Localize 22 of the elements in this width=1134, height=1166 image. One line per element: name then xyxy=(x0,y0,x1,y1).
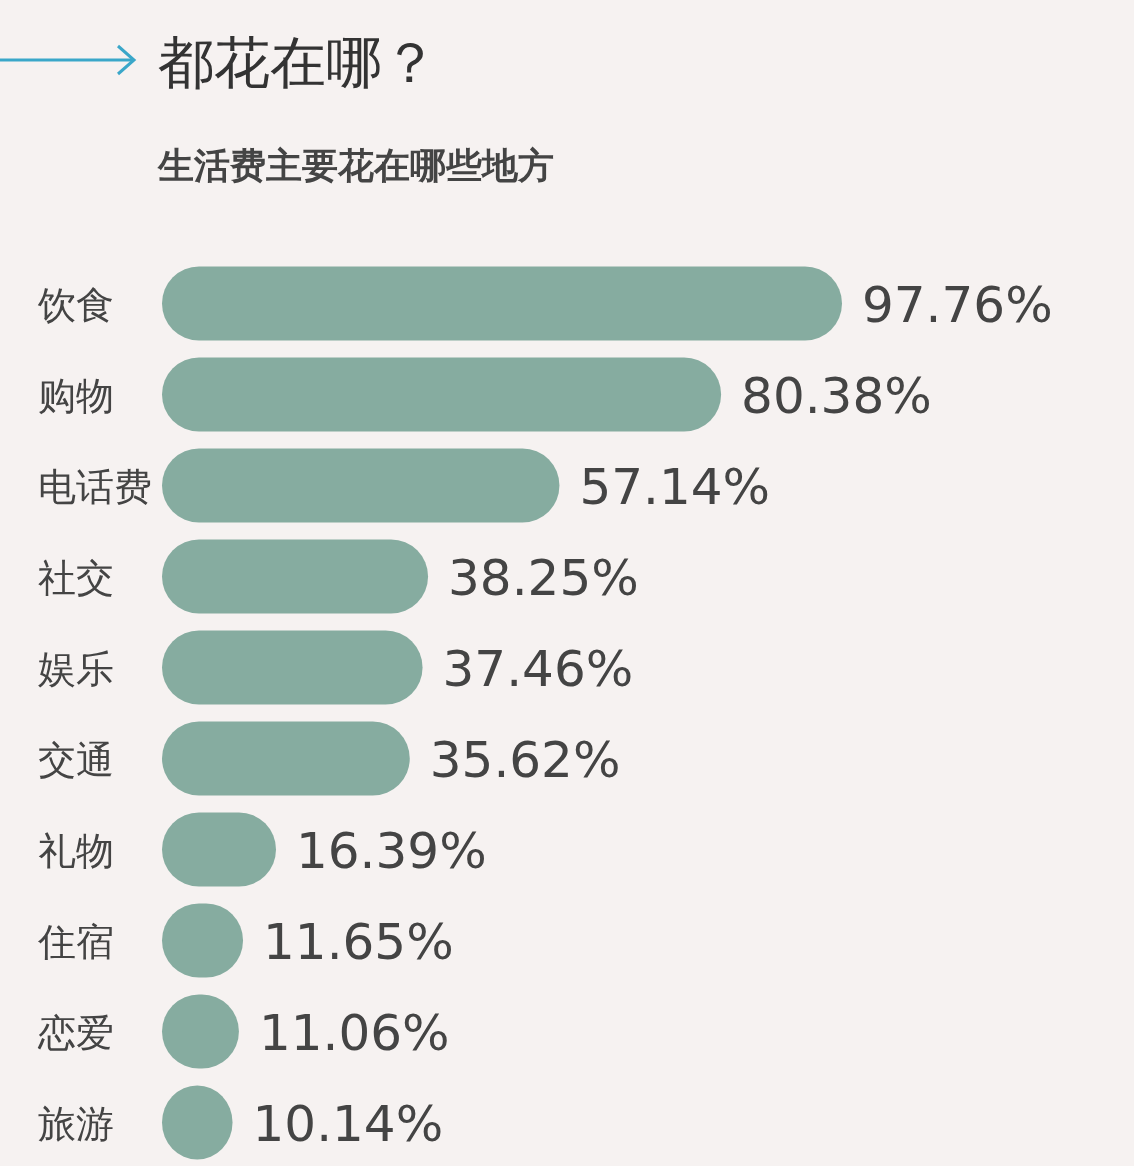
data-label: 11.06% xyxy=(258,1003,450,1062)
y-tick-label: 饮食 xyxy=(37,282,114,327)
y-tick-label: 礼物 xyxy=(38,828,114,873)
y-tick-label: 恋爱 xyxy=(37,1010,114,1055)
data-label: 80.38% xyxy=(741,366,932,425)
y-tick-label: 购物 xyxy=(38,373,114,418)
data-label: 16.39% xyxy=(296,821,487,880)
y-tick-label: 社交 xyxy=(38,555,114,600)
chart-subtitle: 生活费主要花在哪些地方 xyxy=(157,145,554,186)
chart-title: 都花在哪？ xyxy=(158,30,438,95)
data-label: 35.62% xyxy=(429,730,621,789)
data-label: 10.14% xyxy=(252,1094,444,1153)
data-label: 11.65% xyxy=(263,912,454,971)
y-tick-label: 电话费 xyxy=(38,464,152,509)
y-tick-label: 娱乐 xyxy=(38,646,114,691)
data-label: 97.76% xyxy=(862,275,1053,334)
y-tick-label: 住宿 xyxy=(37,919,114,964)
data-label: 57.14% xyxy=(579,457,771,516)
y-tick-label: 旅游 xyxy=(38,1101,114,1146)
data-label: 37.46% xyxy=(442,639,634,698)
y-tick-label: 交通 xyxy=(38,737,114,782)
data-label: 38.25% xyxy=(448,548,639,607)
